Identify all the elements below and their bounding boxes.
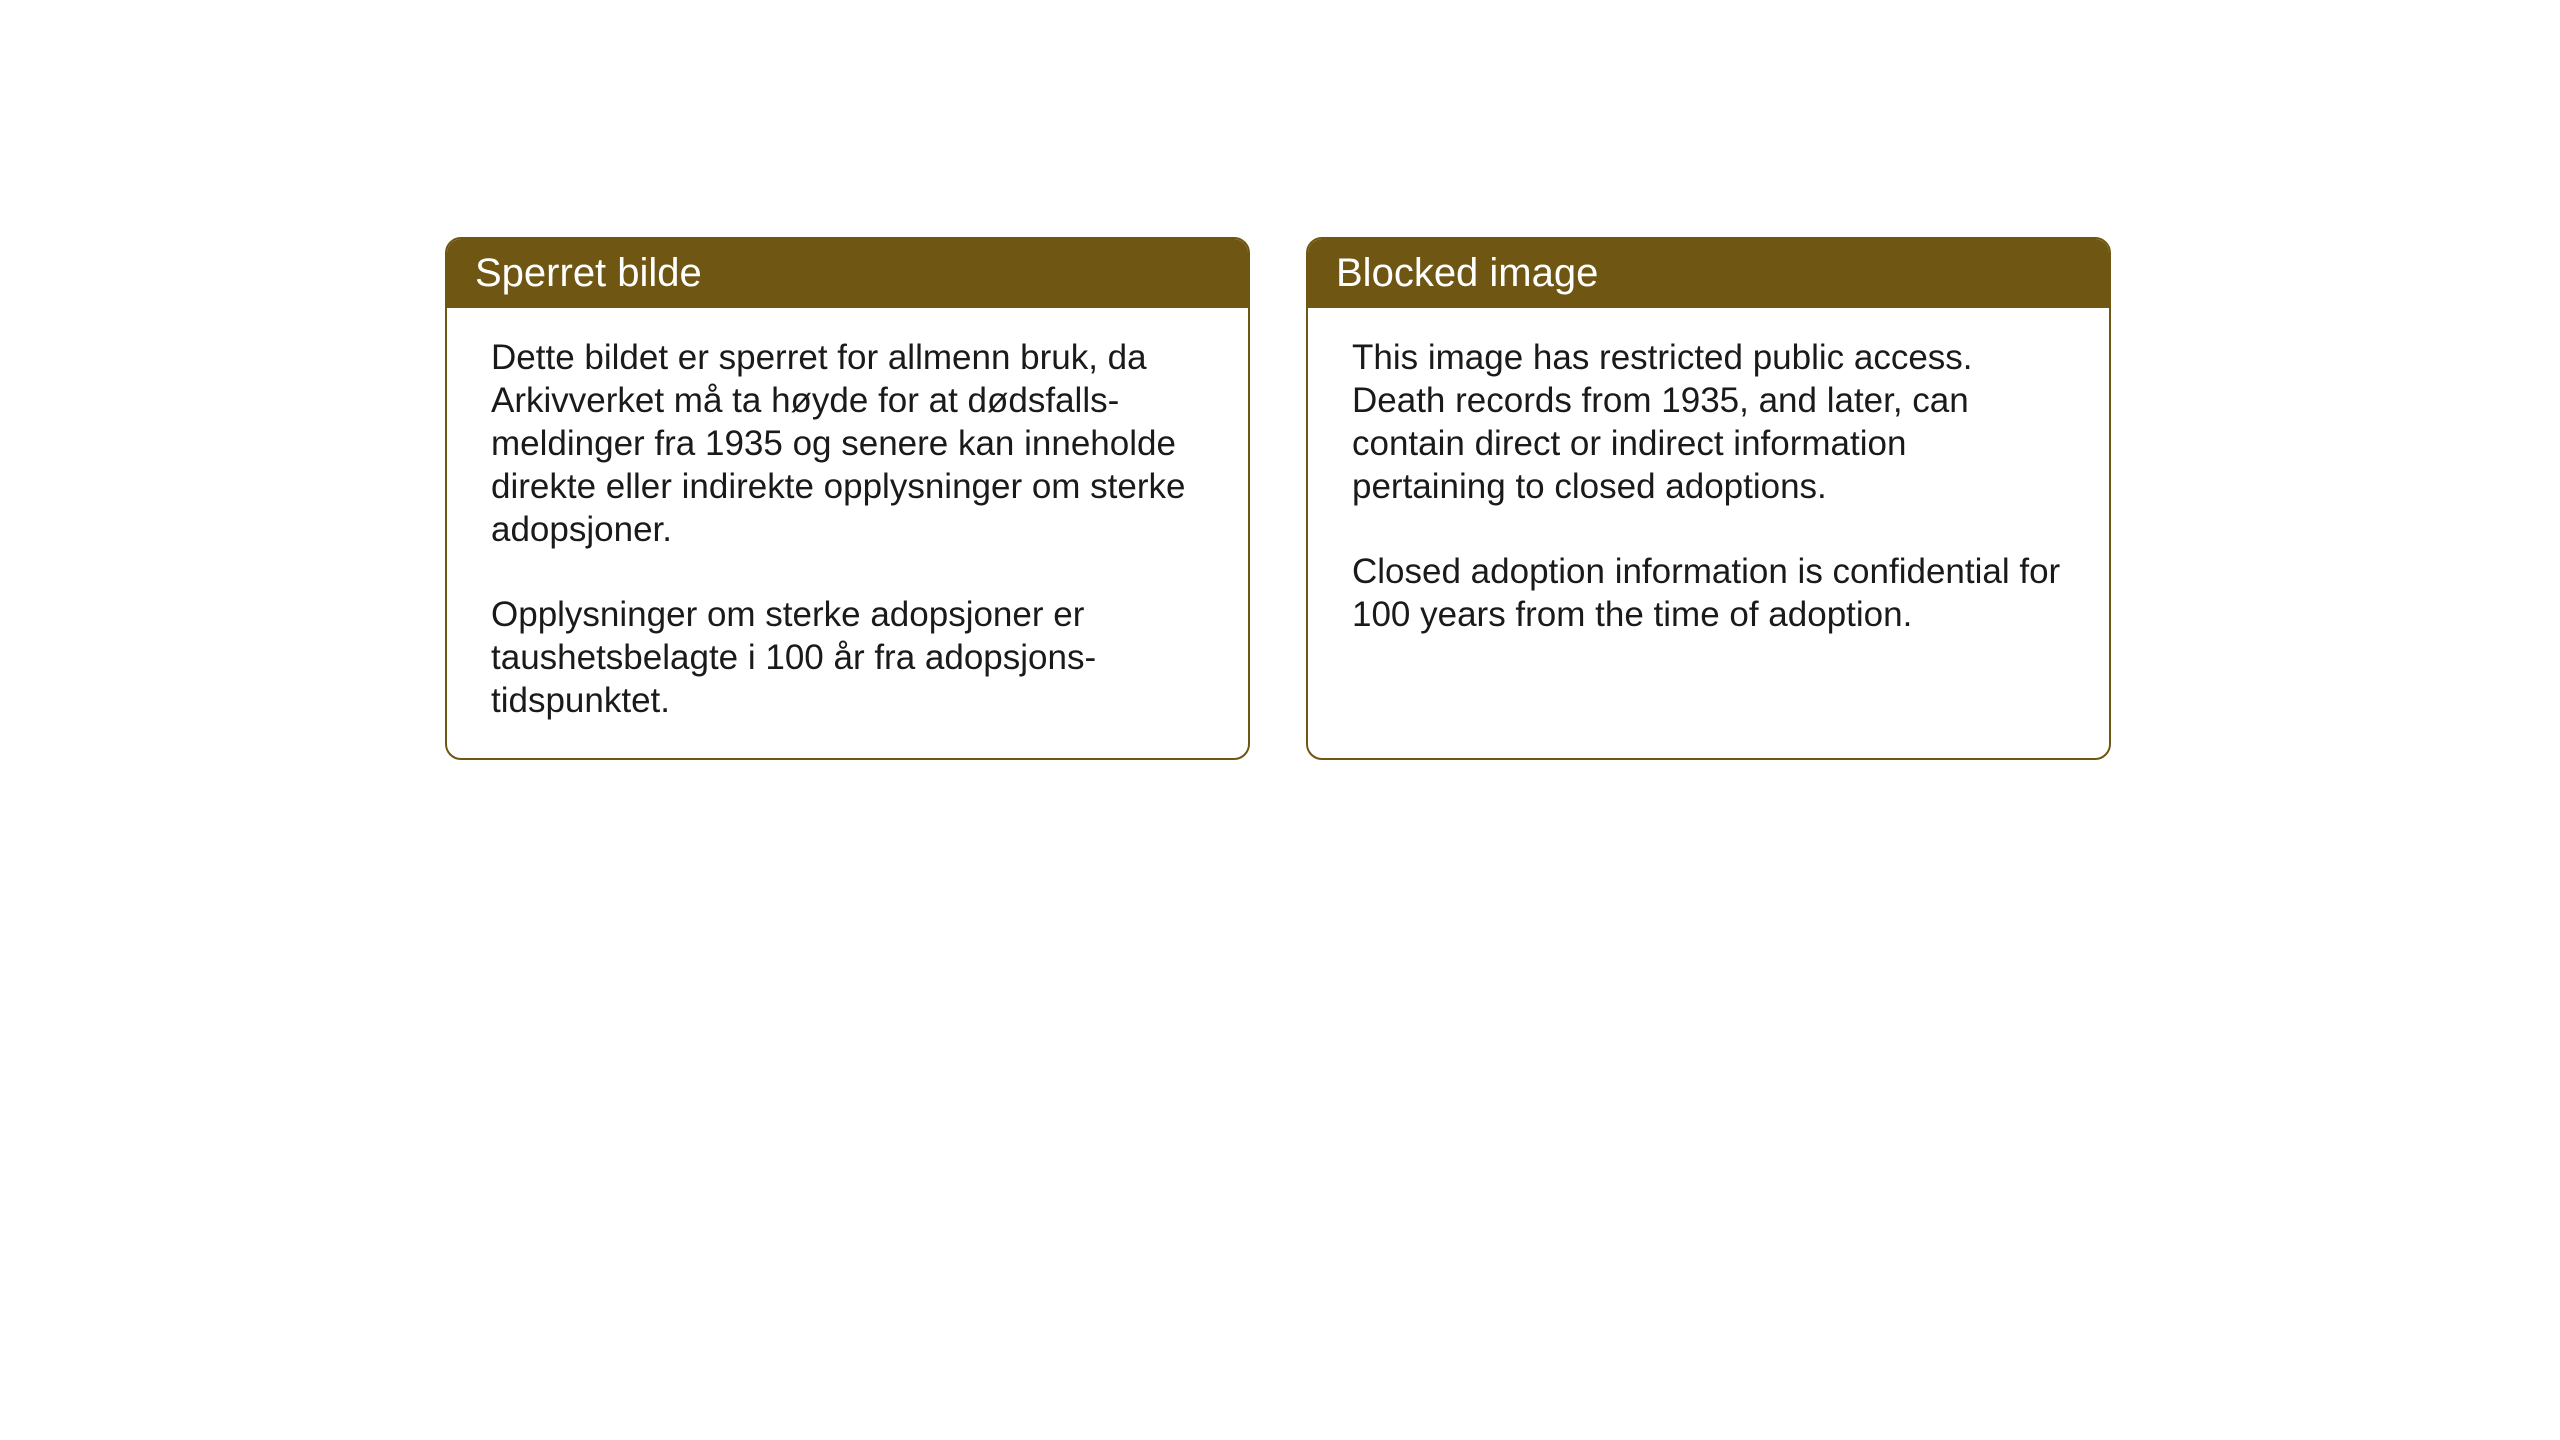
notice-cards-container: Sperret bilde Dette bildet er sperret fo… <box>445 237 2111 760</box>
notice-paragraph: Closed adoption information is confident… <box>1352 550 2065 636</box>
notice-card-header: Blocked image <box>1308 239 2109 308</box>
notice-card-title: Sperret bilde <box>475 251 702 295</box>
notice-card-title: Blocked image <box>1336 251 1598 295</box>
notice-card-header: Sperret bilde <box>447 239 1248 308</box>
notice-paragraph: Opplysninger om sterke adopsjoner er tau… <box>491 593 1204 722</box>
notice-card-norwegian: Sperret bilde Dette bildet er sperret fo… <box>445 237 1250 760</box>
notice-paragraph: Dette bildet er sperret for allmenn bruk… <box>491 336 1204 551</box>
notice-card-body: Dette bildet er sperret for allmenn bruk… <box>447 308 1248 758</box>
notice-card-english: Blocked image This image has restricted … <box>1306 237 2111 760</box>
notice-paragraph: This image has restricted public access.… <box>1352 336 2065 508</box>
notice-card-body: This image has restricted public access.… <box>1308 308 2109 742</box>
